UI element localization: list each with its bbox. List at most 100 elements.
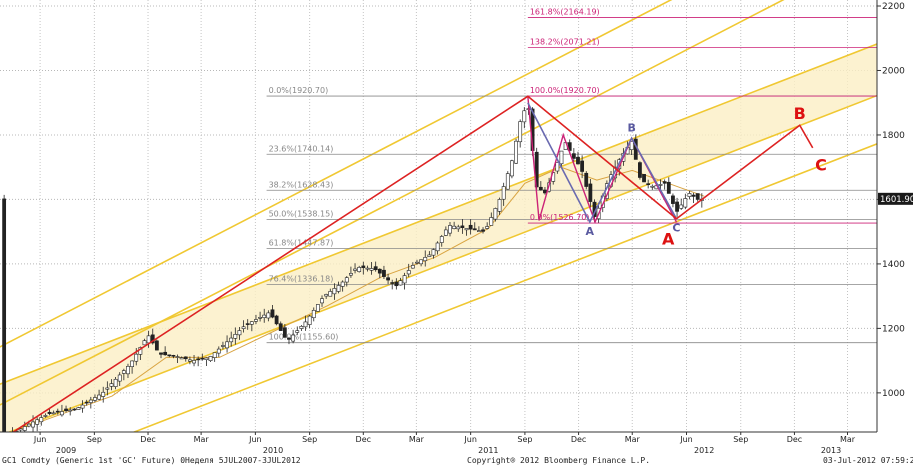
fib-level-label: 100.0%(1920.70) xyxy=(530,86,600,95)
candle-body xyxy=(386,277,390,281)
candle-body xyxy=(254,319,258,322)
candle-body xyxy=(476,230,481,232)
candle-body xyxy=(671,195,675,204)
x-tick-label: Mar xyxy=(409,435,425,444)
candle-body xyxy=(72,408,77,411)
candle-body xyxy=(439,236,444,243)
candle-body xyxy=(11,433,14,438)
candle-body xyxy=(196,358,201,361)
candle-body xyxy=(97,394,101,400)
candle-body xyxy=(398,280,403,286)
candle-body xyxy=(270,309,275,318)
candle-body xyxy=(307,315,312,325)
candle-body xyxy=(22,426,27,431)
x-tick-label: Jun xyxy=(33,435,47,444)
x-year-label: 2013 xyxy=(821,446,841,455)
candle-body xyxy=(121,370,126,374)
x-tick-label: Jun xyxy=(679,435,693,444)
candle-body xyxy=(419,259,424,265)
candle-body xyxy=(361,265,366,269)
candle-body xyxy=(245,323,250,325)
candle-body xyxy=(324,294,329,297)
candle-body xyxy=(642,173,646,183)
candle-body xyxy=(150,334,155,344)
candle-body xyxy=(650,185,655,188)
y-tick-label: 1400 xyxy=(882,260,905,270)
candle-body xyxy=(452,225,457,229)
candle-body xyxy=(501,186,506,200)
candle-body xyxy=(274,315,279,325)
candle-body xyxy=(435,242,440,252)
projection-path-line xyxy=(11,95,814,432)
candle-body xyxy=(456,226,461,230)
fib-level-label: 0.0%(1526.70) xyxy=(530,213,590,222)
abc-pattern-line xyxy=(527,102,678,224)
candle-body xyxy=(369,268,374,271)
candle-body xyxy=(658,184,663,186)
candle-body xyxy=(163,351,168,356)
fib-level-label: 161.8%(2164.19) xyxy=(530,8,600,17)
x-year-label: 2012 xyxy=(694,446,714,455)
candle-body xyxy=(320,298,324,304)
candle-body xyxy=(683,198,688,208)
candle-body xyxy=(555,162,560,172)
candle-body xyxy=(183,356,188,360)
candle-body xyxy=(88,399,93,403)
candle-body xyxy=(134,353,139,362)
candle-body xyxy=(394,281,399,287)
candle-body xyxy=(192,360,196,364)
candle-body xyxy=(390,282,395,284)
candle-body xyxy=(510,160,514,177)
candle-body xyxy=(225,341,229,349)
candle-body xyxy=(402,275,407,284)
candle-body xyxy=(117,374,122,382)
candle-body xyxy=(406,270,411,275)
candle-body xyxy=(518,121,523,143)
candle-body xyxy=(291,334,296,342)
candle-body xyxy=(64,408,68,412)
candle-body xyxy=(497,199,502,212)
candle-body xyxy=(229,337,234,343)
pattern-point-label: A xyxy=(586,225,595,238)
last-price-label: 1601.90 xyxy=(880,195,913,205)
candle-body xyxy=(315,304,320,312)
candle-body xyxy=(431,249,436,256)
candle-body xyxy=(311,309,316,319)
x-year-label: 2011 xyxy=(478,446,498,455)
candle-body xyxy=(295,330,300,333)
candle-body xyxy=(629,141,634,151)
candle-body xyxy=(349,273,353,276)
candle-body xyxy=(204,357,209,360)
channel-line xyxy=(0,0,673,348)
candle-body xyxy=(687,193,692,197)
candle-body xyxy=(522,110,527,123)
x-tick-label: Mar xyxy=(625,435,641,444)
candle-body xyxy=(68,409,73,412)
candle-body xyxy=(336,285,341,292)
candle-body xyxy=(249,321,254,325)
candle-body xyxy=(154,340,159,351)
candle-body xyxy=(485,226,490,229)
candle-body xyxy=(423,257,428,262)
candle-body xyxy=(410,265,415,269)
candle-body xyxy=(258,317,262,319)
candle-body xyxy=(101,391,106,397)
pattern-point-label: B xyxy=(794,104,806,123)
candle-body xyxy=(460,225,465,228)
candle-body xyxy=(167,354,172,357)
channel-band xyxy=(0,43,877,432)
candle-body xyxy=(35,419,40,425)
candle-body xyxy=(237,330,242,336)
candle-body xyxy=(200,357,205,360)
x-tick-label: Sep xyxy=(733,435,748,444)
x-tick-label: Sep xyxy=(87,435,102,444)
candle-body xyxy=(675,201,679,212)
candle-body xyxy=(216,348,221,354)
candle-body xyxy=(377,268,382,274)
candle-body xyxy=(662,181,667,184)
candle-body xyxy=(638,162,642,178)
candle-body xyxy=(287,337,291,340)
candle-body xyxy=(584,172,589,187)
candle-body xyxy=(126,366,130,375)
x-tick-label: Mar xyxy=(194,435,210,444)
